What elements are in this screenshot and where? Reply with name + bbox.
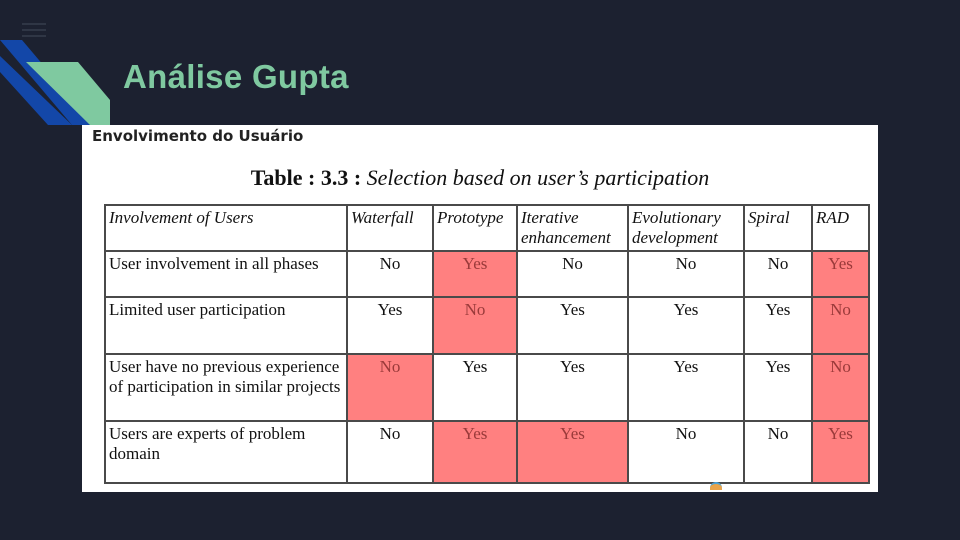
table-cell: No — [627, 420, 745, 484]
table-row: User have no previous experience of part… — [104, 353, 870, 422]
table-cell: Yes — [627, 353, 745, 422]
table-cell: Yes — [516, 420, 629, 484]
table-cell: No — [346, 250, 434, 298]
table-cell: No — [811, 296, 870, 355]
caption-text: Selection based on user’s participation — [366, 165, 710, 190]
table-cell: Yes — [432, 353, 518, 422]
table-cell: Yes — [432, 420, 518, 484]
table-cell: No — [516, 250, 629, 298]
table-cell: Yes — [627, 296, 745, 355]
table-cell: Yes — [811, 420, 870, 484]
table-cell: No — [743, 420, 813, 484]
table-cell: Yes — [743, 353, 813, 422]
table-row: Users are experts of problem domain No Y… — [104, 420, 870, 484]
table-header-row: Involvement of Users Waterfall Prototype… — [104, 204, 870, 252]
header-prototype: Prototype — [432, 204, 518, 252]
hamburger-menu-icon[interactable] — [22, 22, 46, 38]
row-label: User involvement in all phases — [104, 250, 348, 298]
table-cell: No — [346, 420, 434, 484]
table-cell: No — [432, 296, 518, 355]
table-cell: Yes — [516, 296, 629, 355]
menu-bar — [22, 35, 46, 37]
header-rad: RAD — [811, 204, 870, 252]
header-spiral: Spiral — [743, 204, 813, 252]
row-label: Limited user participation — [104, 296, 348, 355]
table-cell: Yes — [811, 250, 870, 298]
table-cell: No — [811, 353, 870, 422]
menu-bar — [22, 23, 46, 25]
table-cell: Yes — [743, 296, 813, 355]
table-cell: No — [346, 353, 434, 422]
header-waterfall: Waterfall — [346, 204, 434, 252]
row-label: Users are experts of problem domain — [104, 420, 348, 484]
table-cell: No — [627, 250, 745, 298]
table-cell: No — [743, 250, 813, 298]
selection-table: Involvement of Users Waterfall Prototype… — [104, 204, 870, 484]
table-cell: Yes — [432, 250, 518, 298]
table-row: User involvement in all phases No Yes No… — [104, 250, 870, 298]
section-heading: Envolvimento do Usuário — [92, 127, 304, 145]
decorative-stripes — [0, 40, 110, 125]
table-caption: Table : 3.3 : Selection based on user’s … — [82, 165, 878, 191]
header-evolutionary: Evolutionary development — [627, 204, 745, 252]
partial-logo-icon — [710, 482, 722, 490]
table-row: Limited user participation Yes No Yes Ye… — [104, 296, 870, 355]
table-cell: Yes — [346, 296, 434, 355]
header-iterative: Iterative enhancement — [516, 204, 629, 252]
table-cell: Yes — [516, 353, 629, 422]
caption-label: Table : 3.3 : — [250, 165, 362, 190]
slide-title: Análise Gupta — [123, 58, 349, 95]
table-image: Envolvimento do Usuário Table : 3.3 : Se… — [82, 125, 878, 492]
menu-bar — [22, 29, 46, 31]
row-label: User have no previous experience of part… — [104, 353, 348, 422]
header-involvement: Involvement of Users — [104, 204, 348, 252]
